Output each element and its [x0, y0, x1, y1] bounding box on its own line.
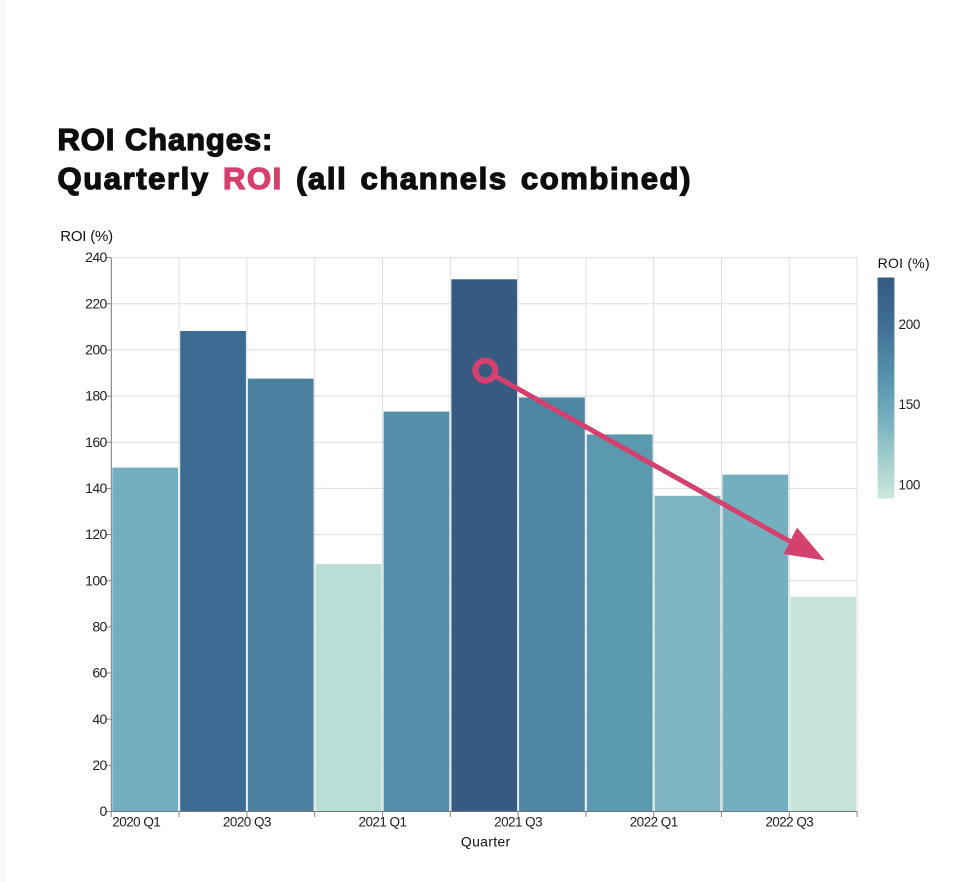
svg-text:2020 Q3: 2020 Q3 [223, 815, 271, 830]
svg-text:2020 Q1: 2020 Q1 [112, 815, 160, 830]
svg-text:20: 20 [92, 757, 107, 773]
svg-text:2021 Q1: 2021 Q1 [359, 815, 407, 830]
svg-text:150: 150 [899, 397, 921, 412]
svg-text:ROI (%): ROI (%) [878, 255, 930, 271]
svg-text:60: 60 [92, 665, 107, 681]
svg-text:2022 Q1: 2022 Q1 [630, 815, 678, 830]
svg-text:100: 100 [85, 572, 107, 588]
svg-text:80: 80 [92, 619, 107, 635]
svg-text:220: 220 [85, 295, 107, 311]
svg-text:160: 160 [85, 434, 107, 450]
svg-text:2021 Q3: 2021 Q3 [494, 815, 542, 830]
svg-text:200: 200 [899, 317, 921, 332]
svg-text:Quarter: Quarter [461, 834, 511, 850]
svg-text:40: 40 [92, 711, 107, 727]
svg-text:120: 120 [85, 526, 107, 542]
svg-text:140: 140 [85, 480, 107, 496]
svg-text:ROI (%): ROI (%) [60, 228, 113, 245]
svg-text:200: 200 [85, 342, 107, 358]
svg-text:180: 180 [85, 388, 107, 404]
svg-text:0: 0 [100, 803, 108, 819]
svg-text:240: 240 [85, 249, 107, 265]
svg-text:100: 100 [899, 478, 921, 493]
svg-text:2022 Q3: 2022 Q3 [765, 815, 813, 830]
